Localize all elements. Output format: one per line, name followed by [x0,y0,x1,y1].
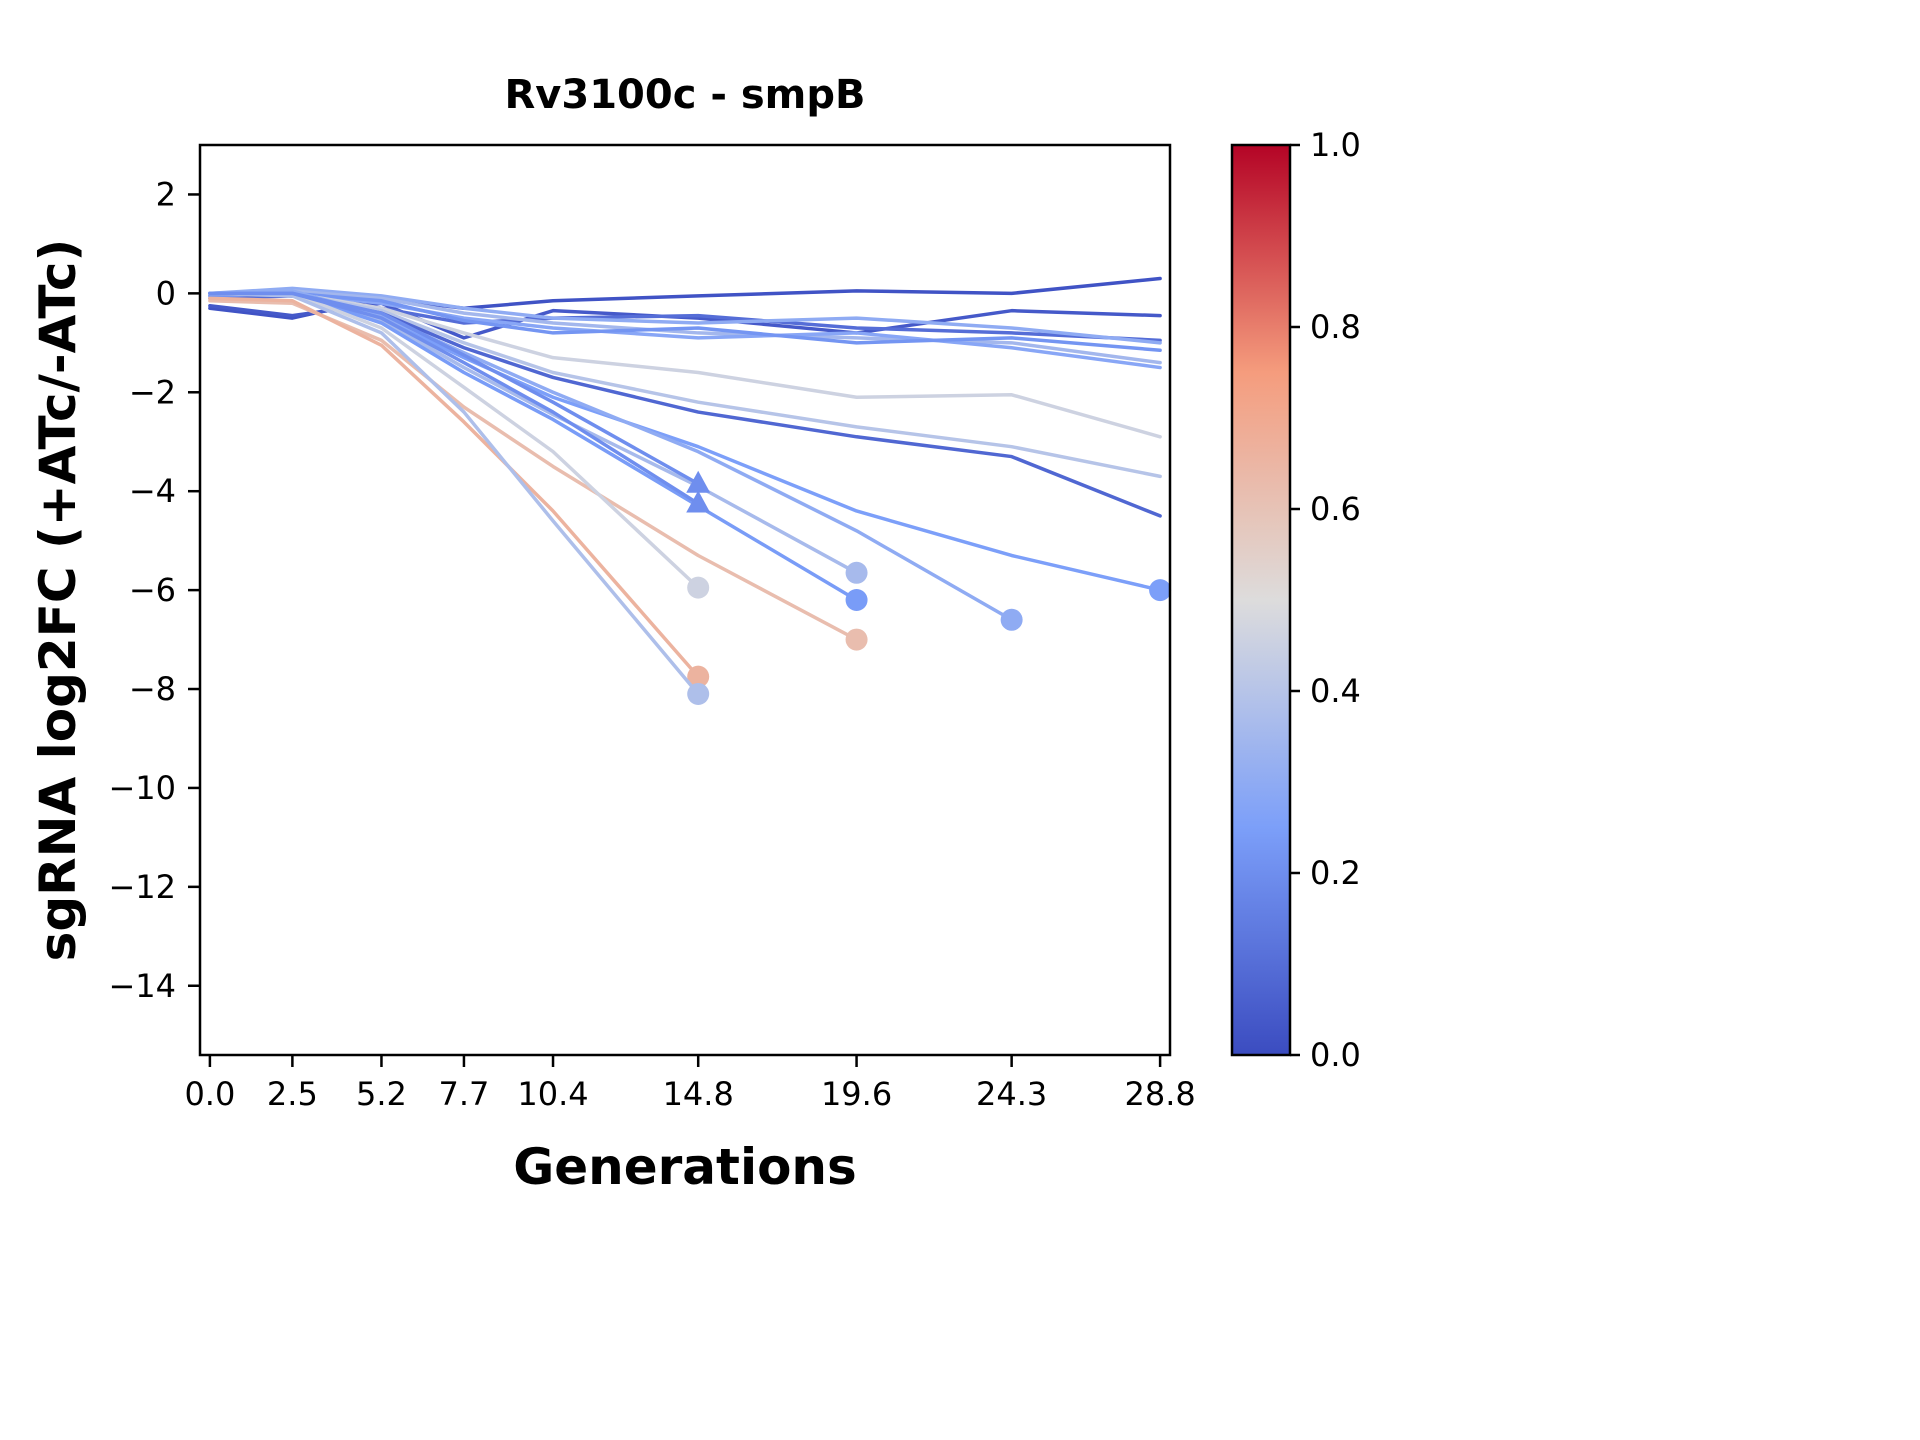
series-endpoint-circle-marker [687,665,710,688]
y-tick-label: −14 [108,967,176,1005]
y-tick-label: −2 [129,373,176,411]
colorbar-tick-label: 0.4 [1310,672,1361,710]
series-line-sg02 [208,301,1162,340]
y-tick-label: −10 [108,769,176,807]
series-endpoint-circle-marker [845,561,868,584]
x-tick-label: 2.5 [267,1075,318,1113]
colorbar [1230,143,1292,1057]
series-endpoint-triangle-marker [686,490,711,513]
series-line-sg18 [208,291,700,696]
colorbar-tick-label: 1.0 [1310,126,1361,164]
x-tick-label: 5.2 [356,1075,407,1113]
x-tick-label: 24.3 [976,1075,1047,1113]
y-tick-label: 2 [156,175,176,213]
series-line-sg15 [208,299,859,642]
plot-border [198,143,1172,1057]
series-line-sg20 [208,291,700,506]
series-line-sg14 [208,291,859,602]
x-tick-label: 28.8 [1124,1075,1195,1113]
series-line-sg17 [208,296,700,679]
y-tick-label: −4 [129,472,176,510]
series-line-sg07 [208,291,1162,352]
y-tick-label: −12 [108,868,176,906]
colorbar-tick-label: 0.6 [1310,490,1361,528]
series-endpoint-circle-marker [687,576,710,599]
series-endpoint-circle-marker [1000,608,1023,631]
series-endpoint-triangle-marker [686,470,711,493]
x-tick-label: 14.8 [663,1075,734,1113]
colorbar-tick-label: 0.2 [1310,854,1361,892]
series-endpoint-circle-marker [845,628,868,651]
series-endpoint-circle-marker [687,682,710,705]
colorbar-tick-label: 0.8 [1310,308,1361,346]
colorbar-tick-label: 0.0 [1310,1036,1361,1074]
x-tick-label: 19.6 [821,1075,892,1113]
y-tick-label: 0 [156,274,176,312]
y-tick-label: −8 [129,670,176,708]
x-axis-label: Generations [513,1138,857,1196]
x-tick-label: 10.4 [517,1075,588,1113]
series-endpoint-circle-marker [1149,579,1172,602]
x-tick-label: 7.7 [439,1075,490,1113]
chart-title: Rv3100c - smpB [504,72,866,118]
series-line-sg04 [208,286,1162,345]
series-endpoint-circle-marker [845,589,868,611]
x-tick-label: 0.0 [184,1075,235,1113]
y-tick-label: −6 [129,571,176,609]
